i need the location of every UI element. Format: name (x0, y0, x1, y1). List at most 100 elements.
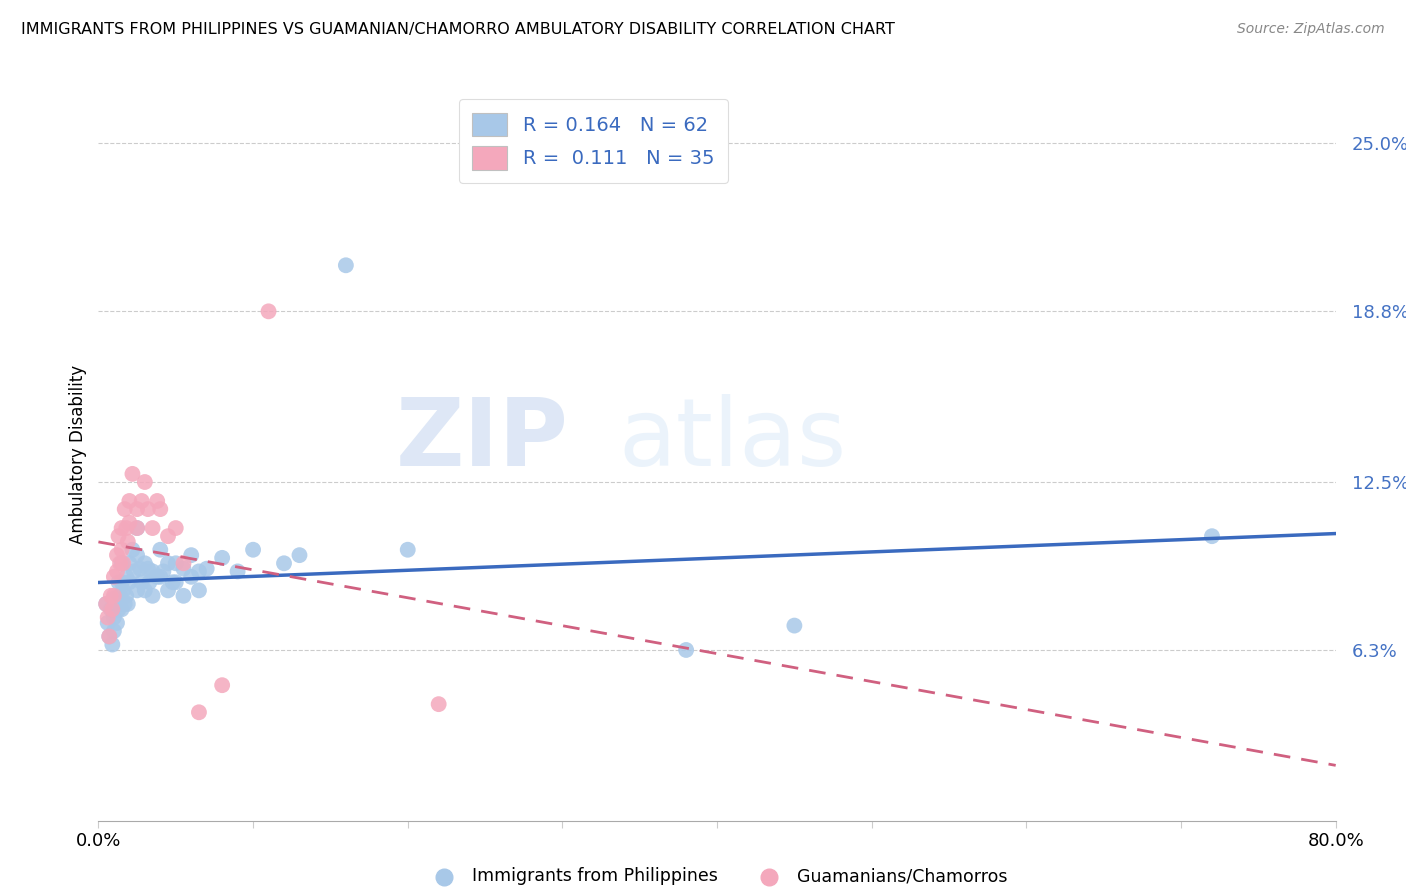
Point (97, 615, 120, 630)
Point (115, 589, 138, 603)
Point (114, 502, 136, 516)
Point (98, 629, 121, 643)
Point (141, 589, 165, 603)
Point (180, 570, 202, 584)
Point (172, 556, 194, 570)
Point (242, 542, 264, 557)
Point (96, 597, 118, 611)
Point (146, 494, 169, 508)
Point (127, 548, 149, 562)
Point (117, 597, 139, 611)
Point (172, 589, 194, 603)
Point (105, 565, 128, 579)
Point (188, 583, 211, 598)
Point (97, 610, 120, 624)
Point (98, 629, 121, 643)
Point (118, 575, 141, 590)
Legend: Immigrants from Philippines, Guamanians/Chamorros: Immigrants from Philippines, Guamanians/… (419, 861, 1015, 892)
Point (118, 556, 141, 570)
Text: IMMIGRANTS FROM PHILIPPINES VS GUAMANIAN/CHAMORRO AMBULATORY DISABILITY CORRELAT: IMMIGRANTS FROM PHILIPPINES VS GUAMANIAN… (21, 22, 896, 37)
Point (111, 575, 132, 590)
Point (105, 548, 128, 562)
Point (134, 556, 156, 570)
Point (103, 610, 125, 624)
Point (121, 467, 143, 481)
Point (675, 643, 697, 657)
Point (111, 602, 132, 616)
Point (188, 706, 211, 720)
Point (111, 521, 132, 535)
Point (107, 575, 129, 590)
Point (146, 570, 169, 584)
Point (118, 516, 141, 530)
Point (112, 583, 135, 598)
Point (149, 502, 172, 516)
Point (111, 542, 132, 557)
Point (117, 534, 139, 549)
Point (157, 556, 180, 570)
Point (257, 304, 280, 318)
Point (335, 258, 357, 272)
Point (105, 615, 128, 630)
Point (101, 602, 124, 616)
Point (103, 624, 125, 638)
Point (131, 494, 153, 508)
Point (115, 521, 138, 535)
Point (96, 597, 118, 611)
Point (273, 556, 295, 570)
Y-axis label: Ambulatory Disability: Ambulatory Disability (69, 366, 87, 544)
Point (118, 494, 141, 508)
Point (211, 678, 233, 692)
Text: Source: ZipAtlas.com: Source: ZipAtlas.com (1237, 22, 1385, 37)
Point (127, 583, 149, 598)
Point (172, 562, 194, 576)
Point (107, 602, 129, 616)
Point (141, 565, 165, 579)
Point (103, 589, 125, 603)
Point (136, 562, 159, 576)
Point (157, 583, 180, 598)
Point (226, 565, 249, 579)
Point (100, 589, 122, 603)
Point (152, 565, 174, 579)
Point (103, 570, 125, 584)
Point (165, 556, 187, 570)
Point (127, 521, 149, 535)
Point (108, 556, 131, 570)
Point (108, 589, 131, 603)
Point (157, 529, 180, 543)
Point (100, 602, 122, 616)
Point (1201, 529, 1223, 543)
Point (107, 529, 129, 543)
Text: ZIP: ZIP (395, 394, 568, 486)
Point (162, 575, 184, 590)
Point (134, 583, 156, 598)
Point (121, 542, 143, 557)
Point (131, 575, 153, 590)
Point (783, 618, 806, 632)
Point (188, 565, 211, 579)
Point (211, 550, 233, 565)
Point (288, 548, 311, 562)
Point (141, 521, 165, 535)
Point (114, 597, 136, 611)
Point (149, 542, 172, 557)
Point (129, 562, 152, 576)
Point (149, 570, 172, 584)
Point (180, 548, 202, 562)
Point (134, 475, 156, 489)
Point (136, 502, 159, 516)
Point (138, 575, 160, 590)
Point (115, 570, 138, 584)
Point (195, 562, 218, 576)
Point (165, 521, 187, 535)
Point (111, 556, 132, 570)
Text: atlas: atlas (619, 394, 846, 486)
Point (127, 502, 149, 516)
Point (165, 575, 187, 590)
Point (105, 597, 128, 611)
Point (396, 542, 419, 557)
Point (427, 697, 450, 711)
Point (103, 591, 125, 606)
Point (112, 556, 135, 570)
